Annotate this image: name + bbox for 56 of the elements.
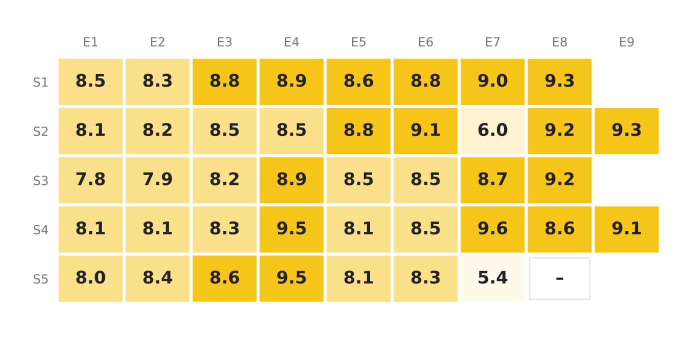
data-label: 8.1 [344,270,373,284]
data-label: 9.6 [478,221,508,235]
data-label: 8.3 [411,270,440,284]
data-label: 8.1 [76,123,105,136]
data-label: 9.5 [277,221,306,235]
data-label: 8.4 [143,270,172,284]
data-label: 8.3 [143,74,172,87]
data-label: 6.0 [478,123,508,136]
x-tick-label: E1 [84,37,98,46]
y-tick-label: S1 [34,77,48,87]
data-label: 8.8 [344,123,373,136]
data-label: 8.7 [478,172,507,186]
data-label: 8.0 [76,270,106,284]
data-label: 8.2 [210,172,239,186]
y-tick-label: S5 [34,274,48,284]
data-label: 9.3 [612,123,641,136]
data-label: 7.8 [76,172,105,186]
data-label: 8.2 [143,123,172,136]
y-tick-label: S3 [34,176,48,186]
data-label: 8.1 [344,221,373,235]
data-label: 8.5 [411,172,440,186]
data-label: 9.5 [277,270,306,284]
data-label: 8.6 [344,74,374,87]
data-label: 9.3 [545,74,574,87]
y-tick-label: S2 [34,126,48,136]
data-label: 8.9 [277,172,306,186]
x-tick-label: E9 [620,37,634,47]
data-label: 8.5 [76,74,105,87]
data-label: 8.5 [210,123,239,136]
data-label: 8.8 [210,74,239,87]
data-label: 8.5 [277,123,306,136]
data-label: 8.3 [210,221,239,235]
data-label: 5.4 [478,270,508,284]
data-label: 8.5 [411,221,440,235]
x-tick-label: E7 [486,37,500,46]
data-label: 8.6 [210,270,240,284]
data-label: 9.1 [612,221,641,235]
x-tick-label: E2 [150,37,164,46]
x-tick-label: E8 [553,37,567,47]
x-tick-label: E6 [419,37,433,47]
data-label: 8.6 [545,221,574,235]
data-label: 9.2 [545,172,574,186]
data-label: 9.2 [545,123,574,136]
data-label: 7.9 [143,172,172,186]
data-label: 8.1 [76,221,105,235]
data-label: 9.1 [411,123,440,136]
data-label: 9.0 [478,74,508,87]
x-tick-label: E5 [352,37,366,47]
data-label: 8.8 [411,74,440,87]
data-label: 8.1 [143,221,172,235]
x-tick-label: E4 [284,37,299,46]
data-label: 8.5 [344,172,373,186]
x-tick-label: E3 [218,37,232,47]
data-label: 8.9 [277,74,306,87]
text: – [556,278,564,280]
y-tick-label: S4 [34,224,48,234]
